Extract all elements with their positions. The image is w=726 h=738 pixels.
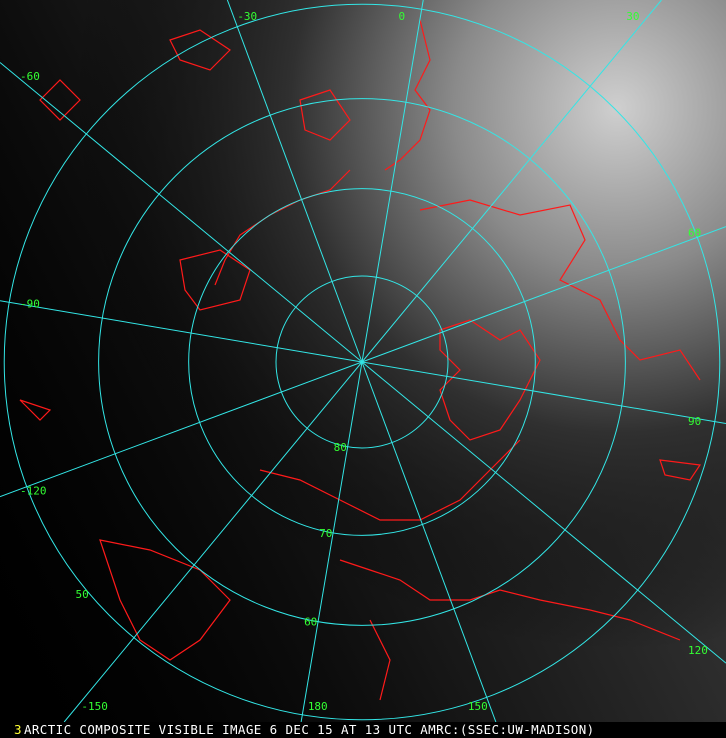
meridian-60 [361, 226, 726, 363]
longitude-label: 30 [626, 10, 639, 23]
longitude-label: 0 [399, 10, 406, 23]
coastline [99, 539, 231, 661]
coastline [299, 89, 351, 141]
polar-map: 80 70 60 50 0 30 60 90 120 150 180 -150 -120 -90 -60 -3… [0, 0, 726, 722]
longitude-label: 150 [468, 700, 488, 713]
coastline [179, 249, 251, 311]
coastline [19, 399, 52, 421]
meridian-30 [361, 0, 662, 363]
latitude-label: 50 [76, 588, 89, 601]
longitude-label: -30 [237, 10, 257, 23]
latitude-label: 70 [319, 527, 332, 540]
longitude-label: 180 [308, 700, 328, 713]
coastlines [19, 19, 702, 701]
longitude-label: 60 [688, 227, 701, 240]
meridian-180 [300, 361, 363, 722]
coastline [259, 439, 521, 521]
coastline [169, 29, 231, 71]
meridian-0 [361, 0, 424, 363]
latitude-circle-60 [98, 98, 626, 626]
longitude-label: -150 [81, 700, 108, 713]
coastline [419, 199, 701, 381]
longitude-label: -60 [20, 70, 40, 83]
coastline [384, 19, 431, 171]
meridian--150 [63, 361, 363, 722]
image-caption: 3 ARCTIC COMPOSITE VISIBLE IMAGE 6 DEC 15… [0, 722, 726, 738]
meridian--30 [226, 0, 363, 363]
coastline [439, 319, 541, 441]
longitude-label: 90 [688, 415, 701, 428]
coastline [369, 619, 391, 701]
coastline [39, 79, 81, 121]
meridian-90 [361, 361, 726, 425]
longitude-label: 120 [688, 644, 708, 657]
latitude-circle-70 [188, 188, 536, 536]
graticule: 80 70 60 50 0 30 60 90 120 150 180 -150 -120 -90 -60 -3… [0, 0, 726, 722]
meridian--90 [0, 300, 363, 363]
frame-number: 3 [14, 722, 22, 737]
meridian-150 [361, 361, 497, 722]
caption-text: ARCTIC COMPOSITE VISIBLE IMAGE 6 DEC 15 … [23, 722, 595, 737]
meridian--120 [0, 361, 363, 498]
longitude-label: -90 [20, 297, 40, 310]
latitude-label: 60 [304, 616, 317, 629]
latitude-label: 80 [334, 441, 347, 454]
latitude-circle-80 [275, 275, 449, 449]
meridian-120 [361, 361, 726, 664]
coastline [659, 459, 702, 481]
latitude-circle-50 [3, 3, 721, 721]
meridian--60 [0, 62, 363, 363]
longitude-label: -120 [20, 485, 47, 498]
